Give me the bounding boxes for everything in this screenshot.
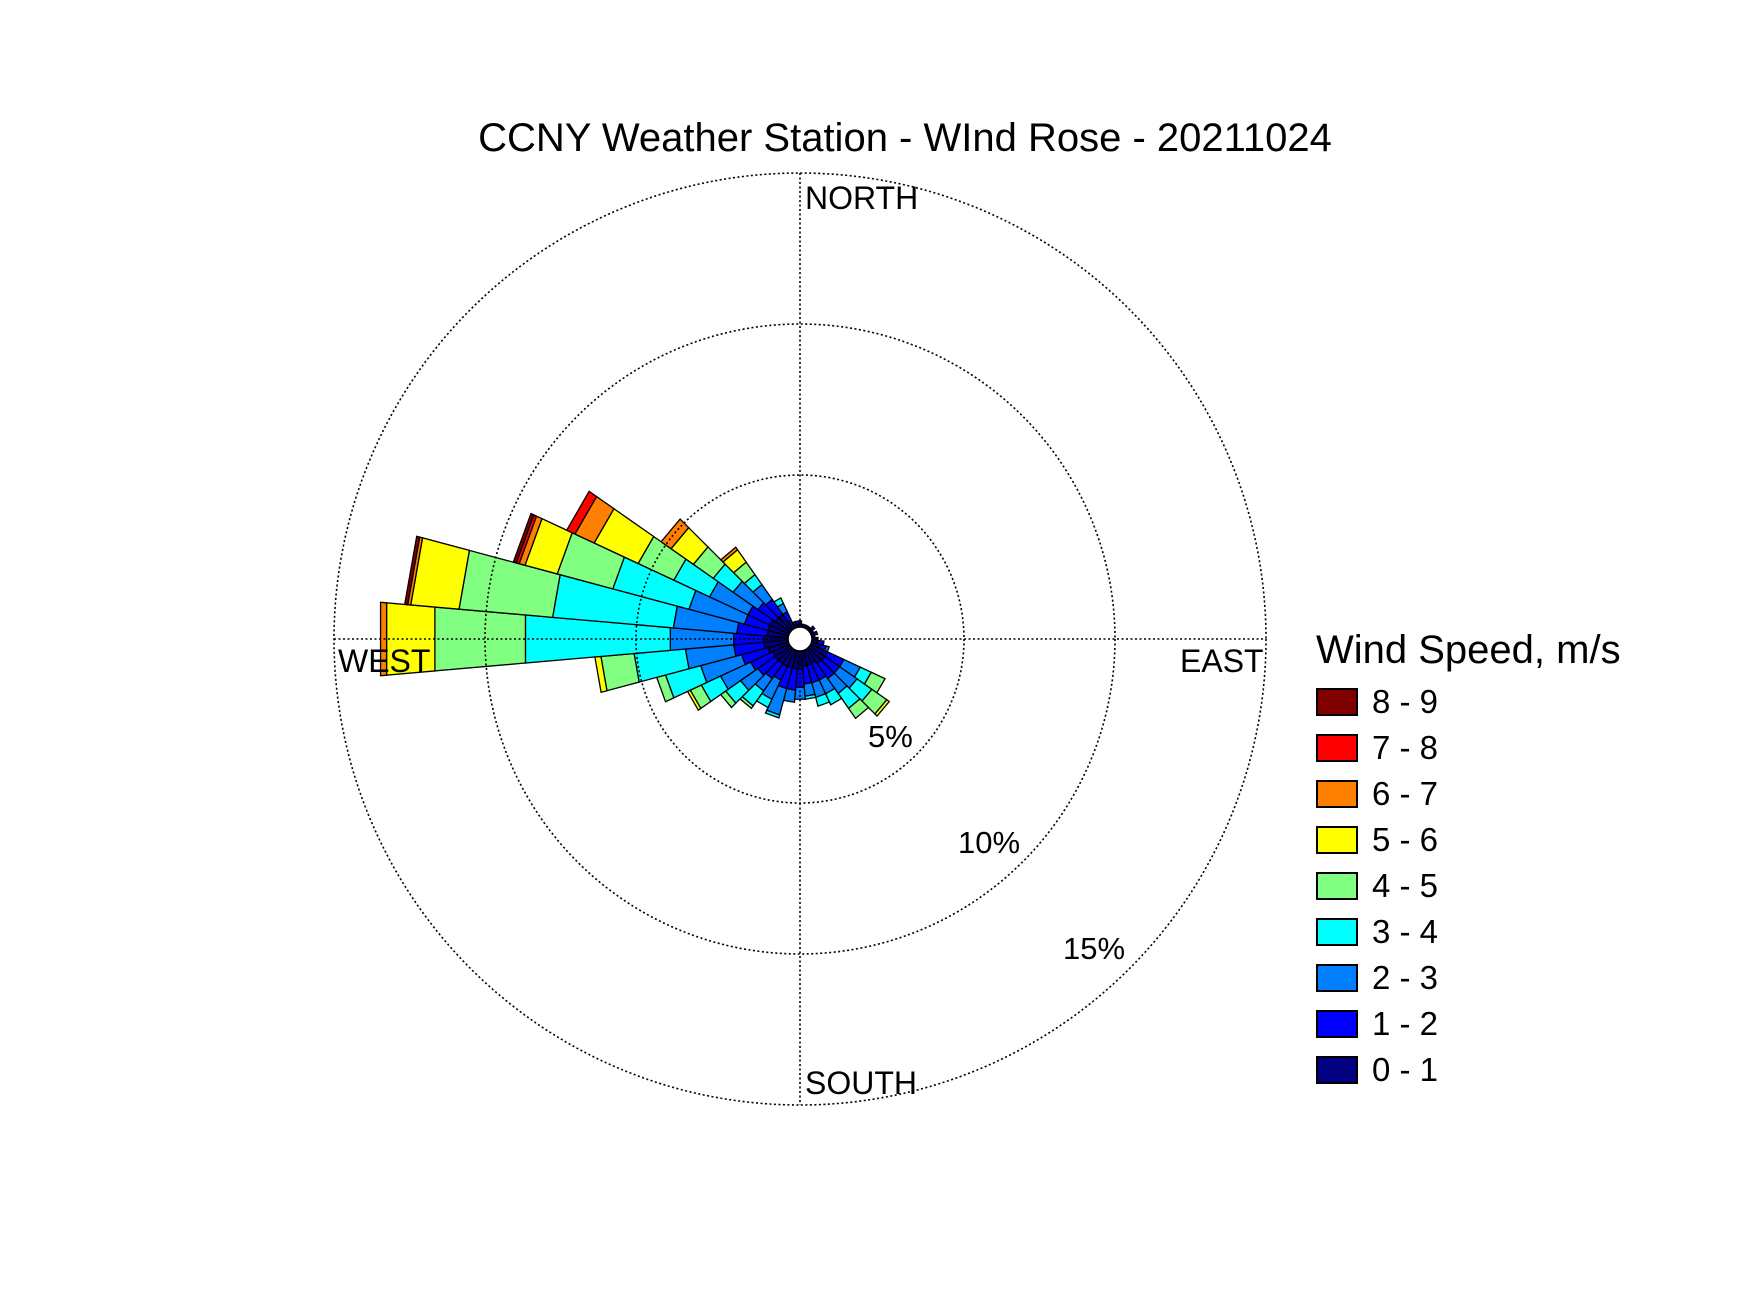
wedge-dir-130-bin-5 (874, 698, 891, 718)
grid-ring-10 (484, 323, 1116, 955)
wedge-dir-350-bin-1 (794, 620, 800, 626)
legend-swatch (1316, 872, 1358, 900)
legend-label: 6 - 7 (1372, 775, 1439, 812)
legend-item: 6 - 7 (1316, 776, 1516, 816)
legend-swatch (1316, 826, 1358, 854)
legend-item: 1 - 2 (1316, 1006, 1516, 1046)
compass-label-east: EAST (1180, 643, 1264, 679)
legend-label: 7 - 8 (1372, 729, 1439, 766)
legend-label: 3 - 4 (1372, 913, 1439, 950)
wedge-dir-260-bin-4 (600, 652, 640, 692)
wedge-dir-310-bin-6 (660, 518, 690, 550)
legend-swatch (1316, 918, 1358, 946)
wedge-dir-320-bin-6 (719, 546, 739, 563)
wedge-dir-280-bin-8 (403, 535, 421, 606)
legend-item: 5 - 6 (1316, 822, 1516, 862)
legend-swatch (1316, 964, 1358, 992)
legend-label: 8 - 9 (1372, 683, 1439, 720)
compass-label-north: NORTH (805, 180, 919, 216)
legend-label: 2 - 3 (1372, 959, 1439, 996)
wedge-layer (379, 490, 891, 720)
legend-item: 4 - 5 (1316, 868, 1516, 908)
chart-title: CCNY Weather Station - WInd Rose - 20211… (478, 116, 1332, 160)
legend-item: 2 - 3 (1316, 960, 1516, 1000)
legend-label: 5 - 6 (1372, 821, 1439, 858)
wedge-dir-140-bin-4 (847, 698, 870, 720)
legend-swatch (1316, 1056, 1358, 1084)
ring-label-15: 15% (1063, 931, 1126, 966)
ring-label-5: 5% (868, 719, 913, 754)
ring-label-10: 10% (958, 825, 1021, 860)
legend-label: 4 - 5 (1372, 867, 1439, 904)
legend-label: 0 - 1 (1372, 1051, 1439, 1088)
compass-label-west: WEST (338, 643, 431, 679)
legend-swatch (1316, 734, 1358, 762)
legend-swatch (1316, 780, 1358, 808)
wedge-dir-290-bin-8 (512, 512, 535, 564)
wedge-dir-70-bin-1 (812, 630, 819, 636)
wedge-dir-50-bin-1 (809, 625, 816, 632)
legend-label: 1 - 2 (1372, 1005, 1439, 1042)
legend-item: 8 - 9 (1316, 684, 1516, 724)
polar-grid (333, 172, 1267, 1106)
legend-item: 7 - 8 (1316, 730, 1516, 770)
wedge-dir-160-bin-3 (814, 692, 831, 708)
legend-title: Wind Speed, m/s (1316, 628, 1621, 672)
wedge-dir-300-bin-7 (565, 490, 598, 535)
wedge-dir-330-bin-3 (773, 597, 785, 608)
legend-item: 3 - 4 (1316, 914, 1516, 954)
legend: Wind Speed, m/s 8 - 9 7 - 8 6 - 7 5 - 6 4 - … (1316, 628, 1621, 1088)
legend-swatch (1316, 1010, 1358, 1038)
compass-label-south: SOUTH (805, 1065, 917, 1101)
center-hub (787, 626, 813, 652)
wedge-dir-200-bin-3 (764, 709, 781, 719)
legend-swatch (1316, 688, 1358, 716)
wedge-dir-180-bin-2 (794, 686, 806, 700)
legend-item: 0 - 1 (1316, 1052, 1516, 1092)
wedge-dir-150-bin-3 (824, 687, 843, 706)
